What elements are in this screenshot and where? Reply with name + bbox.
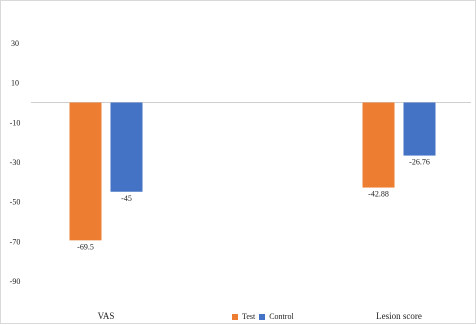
legend-label-control: Control xyxy=(269,312,294,321)
legend-swatch-control xyxy=(259,313,266,320)
legend-label-test: Test xyxy=(242,312,256,321)
y-tick-label: -90 xyxy=(10,277,21,286)
bar-control-lesion-score xyxy=(403,102,436,156)
data-label: -45 xyxy=(121,194,132,203)
data-label: -69.5 xyxy=(77,242,94,251)
y-tick-label: 10 xyxy=(11,79,19,88)
bar-control-vas xyxy=(110,102,143,192)
data-label: -26.76 xyxy=(409,158,430,167)
y-tick-label: -50 xyxy=(10,198,21,207)
legend: Test Control xyxy=(232,312,294,321)
y-tick-label: -70 xyxy=(10,237,21,246)
bar-test-lesion-score xyxy=(362,102,395,188)
bar-test-vas xyxy=(69,102,102,241)
y-tick-label: -10 xyxy=(10,118,21,127)
y-tick-label: 30 xyxy=(11,39,19,48)
legend-swatch-test xyxy=(232,313,238,320)
data-label: -42.88 xyxy=(368,190,389,199)
category-label: VAS xyxy=(98,311,115,321)
y-tick-label: -30 xyxy=(10,158,21,167)
category-label: Lesion score xyxy=(376,311,422,321)
